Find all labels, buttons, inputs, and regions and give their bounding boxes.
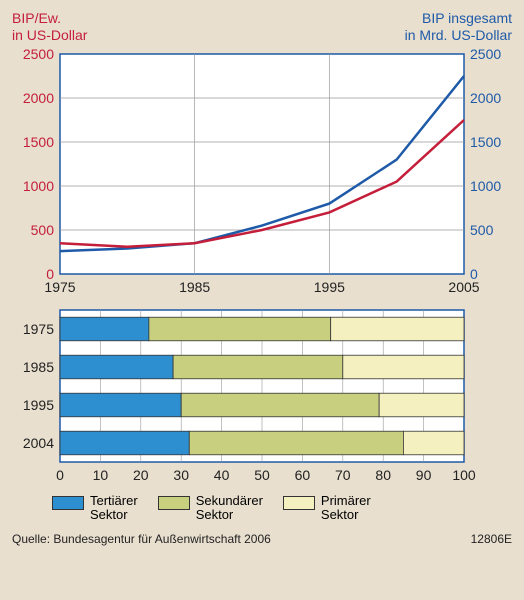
svg-text:1995: 1995 <box>23 397 54 413</box>
line-chart: 0050050010001000150015002000200025002500… <box>12 48 512 298</box>
right-axis-title: BIP insgesamtin Mrd. US-Dollar <box>405 10 512 44</box>
stacked-bar-chart: 0 10 20 30 40 50 60 70 80 90 100 1975 1985 1995 2004 <box>12 306 512 486</box>
legend-swatch <box>52 496 84 510</box>
svg-text:20: 20 <box>133 467 149 483</box>
svg-text:0: 0 <box>56 467 64 483</box>
legend-label: SekundärerSektor <box>196 494 263 523</box>
legend-label: PrimärerSektor <box>321 494 371 523</box>
figure-id: 12806E <box>471 532 512 546</box>
svg-text:10: 10 <box>93 467 109 483</box>
legend-item-secondary: SekundärerSektor <box>158 494 263 523</box>
svg-text:500: 500 <box>31 222 55 238</box>
svg-text:90: 90 <box>416 467 432 483</box>
svg-text:2004: 2004 <box>23 435 54 451</box>
svg-text:1985: 1985 <box>179 279 210 295</box>
svg-text:1000: 1000 <box>23 178 54 194</box>
legend: TertiärerSektor SekundärerSektor Primäre… <box>12 494 512 523</box>
legend-swatch <box>283 496 315 510</box>
svg-text:2500: 2500 <box>23 48 54 62</box>
left-axis-title: BIP/Ew.in US-Dollar <box>12 10 87 44</box>
svg-text:500: 500 <box>470 222 494 238</box>
legend-item-tertiary: TertiärerSektor <box>52 494 138 523</box>
svg-text:2000: 2000 <box>470 90 501 106</box>
svg-text:1995: 1995 <box>314 279 345 295</box>
svg-text:1975: 1975 <box>44 279 75 295</box>
legend-swatch <box>158 496 190 510</box>
legend-item-primary: PrimärerSektor <box>283 494 371 523</box>
svg-text:1985: 1985 <box>23 359 54 375</box>
svg-text:2000: 2000 <box>23 90 54 106</box>
svg-text:1500: 1500 <box>23 134 54 150</box>
svg-text:1500: 1500 <box>470 134 501 150</box>
svg-text:50: 50 <box>254 467 270 483</box>
svg-text:70: 70 <box>335 467 351 483</box>
svg-text:60: 60 <box>295 467 311 483</box>
svg-text:1975: 1975 <box>23 321 54 337</box>
svg-text:2005: 2005 <box>448 279 479 295</box>
legend-label: TertiärerSektor <box>90 494 138 523</box>
svg-text:80: 80 <box>375 467 391 483</box>
svg-text:100: 100 <box>452 467 476 483</box>
svg-text:40: 40 <box>214 467 230 483</box>
svg-text:1000: 1000 <box>470 178 501 194</box>
svg-text:2500: 2500 <box>470 48 501 62</box>
svg-text:30: 30 <box>173 467 189 483</box>
source-text: Quelle: Bundesagentur für Außenwirtschaf… <box>12 532 271 546</box>
